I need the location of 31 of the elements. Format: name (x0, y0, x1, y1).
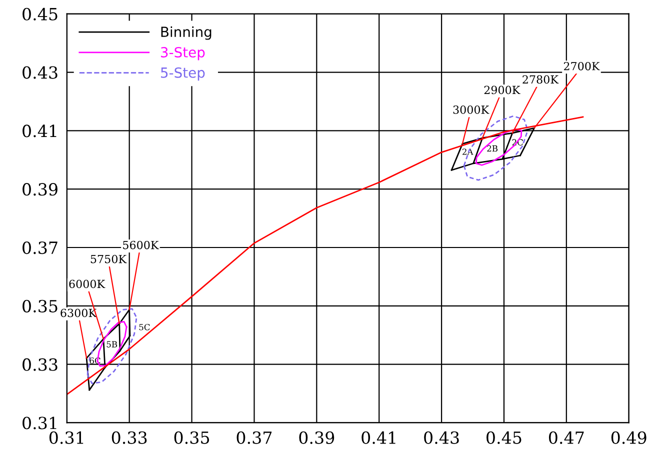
annotation: 5C (139, 324, 150, 330)
legend-label: 3-Step (161, 46, 205, 60)
annotation: 2900K (484, 86, 520, 94)
x-tick-label: 0.47 (548, 431, 584, 444)
annotation: 5750K (90, 254, 127, 264)
x-tick-label: 0.31 (49, 431, 84, 444)
y-tick-label: 0.37 (22, 241, 58, 254)
y-tick-label: 0.35 (22, 300, 58, 312)
annotation: 5600K (123, 240, 159, 250)
y-tick-label: 0.43 (22, 66, 58, 79)
x-tick-label: 0.37 (236, 431, 272, 444)
legend-label: Binning (161, 26, 212, 40)
x-tick-label: 0.41 (362, 431, 396, 444)
x-tick-label: 0.35 (174, 431, 210, 444)
legend-label: 5-Step (161, 67, 205, 81)
y-tick-label: 0.31 (22, 416, 56, 430)
annotation: 2780K (522, 75, 559, 84)
annotation: 6000K (69, 280, 106, 288)
y-tick-label: 0.39 (22, 183, 58, 196)
annotation: 5B (106, 341, 118, 348)
x-tick-label: 0.43 (424, 431, 459, 444)
annotation: 3000K (453, 105, 490, 114)
x-tick-label: 0.49 (611, 431, 646, 444)
y-tick-label: 0.41 (22, 124, 56, 138)
annotation: 2700K (564, 62, 600, 70)
y-tick-label: 0.33 (22, 358, 58, 371)
y-tick-label: 0.45 (22, 8, 58, 20)
x-tick-label: 0.33 (112, 431, 147, 444)
x-tick-label: 0.39 (299, 431, 334, 444)
annotation: 2B (487, 145, 498, 152)
x-tick-label: 0.45 (486, 431, 522, 444)
